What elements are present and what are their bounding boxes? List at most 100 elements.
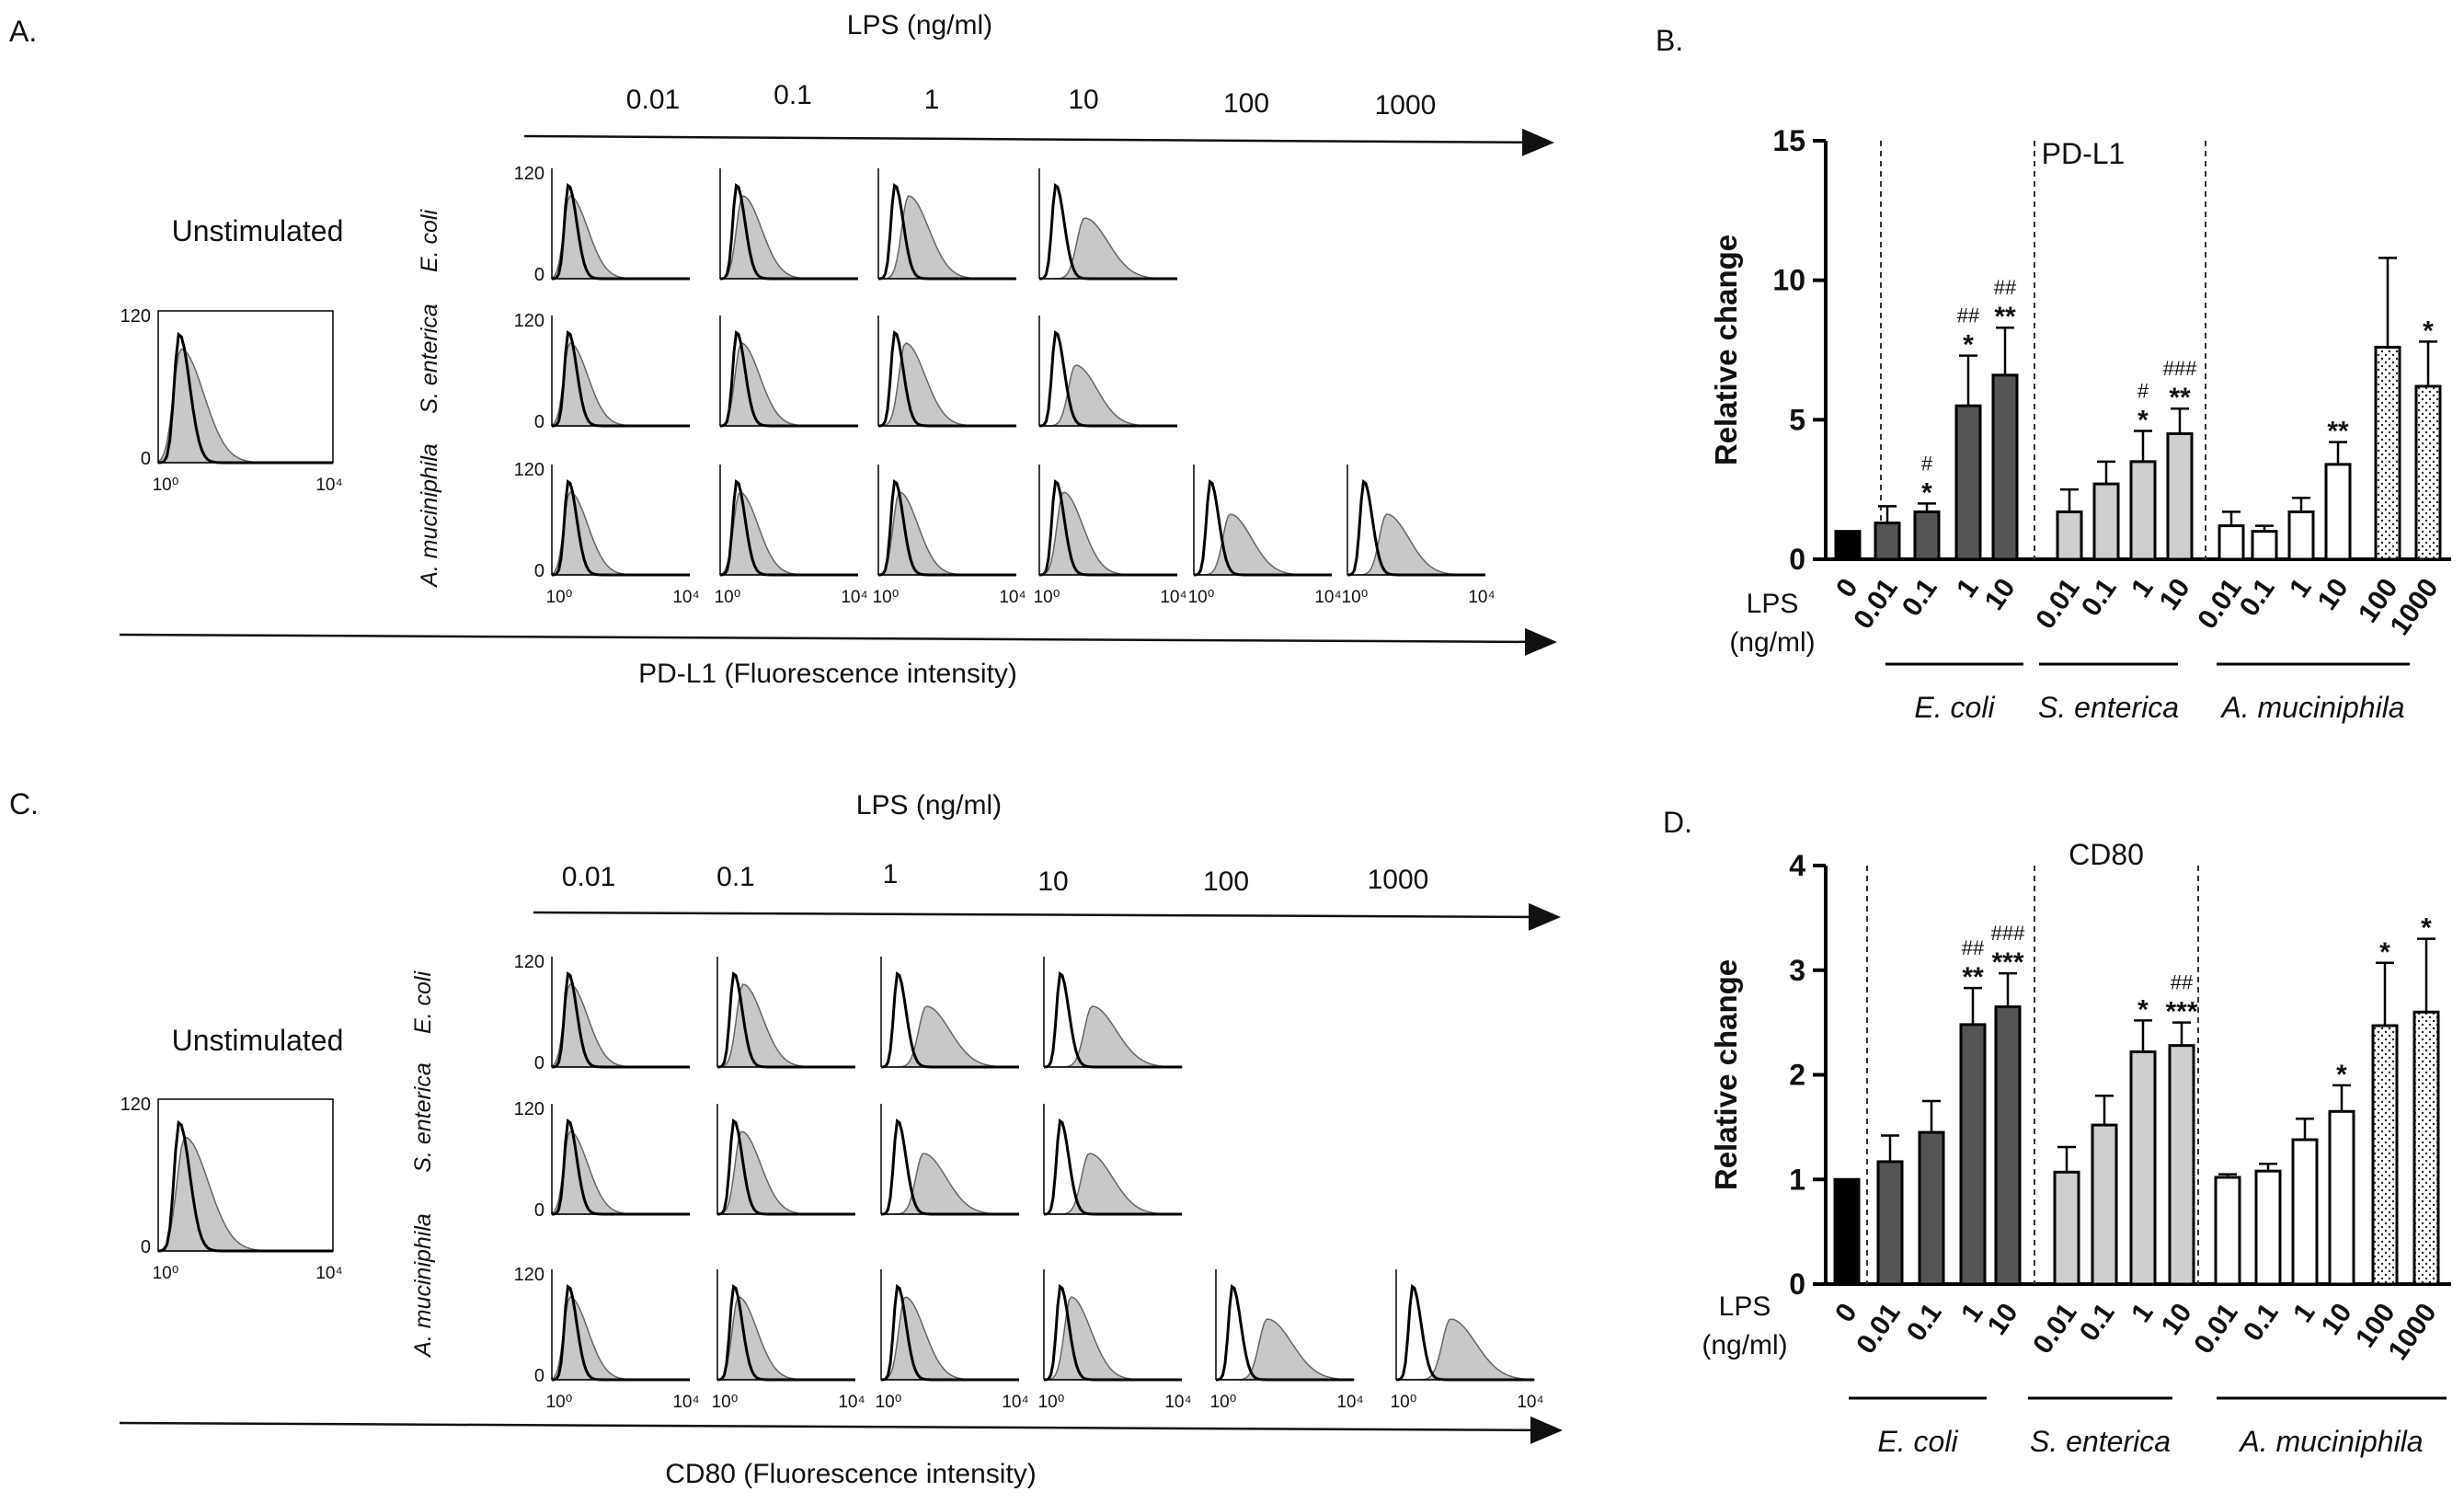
stimulated-histogram-fill [1044, 1153, 1182, 1215]
stimulated-histogram-fill [1039, 364, 1177, 427]
histogram-y-tick-top: 120 [514, 1099, 544, 1119]
c-lps-title: LPS (ng/ml) [856, 790, 1002, 820]
c-conc-0: 0.01 [562, 862, 615, 892]
bar [2412, 1010, 2440, 1286]
chart-title: CD80 [2069, 838, 2144, 871]
bar [1834, 530, 1862, 561]
histogram-c-r2c3: 10⁰ 10⁴ [1038, 1269, 1192, 1412]
histogram-c-r0c3 [1043, 957, 1183, 1069]
histogram-a-r2c3: 10⁰ 10⁴ [1034, 465, 1187, 607]
bar [2374, 345, 2401, 561]
a-conc-0: 0.01 [626, 85, 680, 115]
histogram-x-tick-right: 10⁴ [672, 1393, 699, 1412]
histogram-frame [157, 310, 334, 464]
c-species-senterica: S. enterica [410, 1062, 436, 1173]
histogram-c-r1c2 [880, 1104, 1019, 1216]
stimulated-histogram-fill [1044, 1005, 1183, 1068]
histogram-a-r1c3 [1038, 316, 1177, 428]
category-label: 0.1 [2234, 573, 2281, 622]
stimulated-histogram-fill [1216, 1318, 1355, 1381]
stimulated-histogram-fill [877, 491, 1016, 576]
a-species-ecoli: E. coli [417, 209, 442, 273]
y-tick-label: 3 [1789, 954, 1805, 987]
bar [2251, 530, 2278, 561]
histogram-c-r1c3 [1043, 1104, 1182, 1216]
panel-label-d: D. [1663, 806, 1692, 839]
c-fluorescence-arrow [119, 1416, 1563, 1444]
c-species-ecoli: E. coli [410, 970, 436, 1035]
significance-hashes: ### [2163, 357, 2197, 380]
bar [1994, 1005, 2022, 1286]
histogram-x-tick-left: 10⁰ [715, 588, 741, 607]
bar [1954, 404, 1982, 561]
histogram-x-tick-left: 10⁰ [1342, 588, 1369, 607]
a-lps-title: LPS (ng/ml) [847, 10, 992, 40]
category-label: 0.1 [2076, 573, 2123, 622]
histogram-x-tick-left: 10⁰ [153, 476, 179, 495]
stimulated-histogram-fill [880, 1296, 1019, 1381]
c-species-amuciniphila: A. muciniphila [410, 1213, 436, 1359]
significance-stars: * [1921, 477, 1932, 508]
stimulated-histogram-fill [551, 1296, 690, 1381]
a-conc-4: 100 [1223, 88, 1269, 119]
group-label: A. muciniphila [2219, 691, 2404, 724]
bar [2056, 510, 2083, 561]
category-label: 1 [2126, 1298, 2160, 1328]
histogram-y-tick-bottom: 0 [141, 1237, 151, 1257]
histogram-x-tick-left: 10⁰ [876, 1393, 902, 1412]
histogram-c-r2c1: 10⁰ 10⁴ [712, 1269, 865, 1412]
histogram-c-r2c5: 10⁰ 10⁴ [1391, 1269, 1544, 1412]
histogram-x-tick-right: 10⁴ [1517, 1393, 1543, 1412]
bar [2214, 1176, 2241, 1286]
histogram-x-tick-right: 10⁴ [1164, 1393, 1191, 1412]
bar [1918, 1130, 1945, 1286]
histogram-x-tick-left: 10⁰ [1391, 1393, 1417, 1412]
a-conc-3: 10 [1068, 85, 1098, 115]
category-label: 10 [1982, 1298, 2024, 1340]
y-tick-label: 4 [1789, 849, 1805, 882]
significance-hashes: ## [1994, 276, 2017, 299]
stimulated-histogram-fill [719, 342, 858, 427]
bar [2092, 482, 2120, 561]
histogram-x-tick-right: 10⁴ [1160, 588, 1186, 607]
stimulated-histogram-fill [157, 348, 333, 464]
a-species-senterica: S. enterica [417, 304, 442, 414]
panel-label-c: C. [9, 787, 39, 820]
stimulated-histogram-fill [551, 195, 690, 280]
significance-stars: * [2336, 1060, 2347, 1090]
significance-stars: ** [1962, 962, 1984, 992]
histogram-x-tick-left: 10⁰ [1188, 588, 1215, 607]
group-label: A. muciniphila [2238, 1425, 2423, 1458]
category-label: 0 [1829, 1298, 1863, 1328]
histogram-a-r2c1: 10⁰ 10⁴ [715, 465, 868, 607]
panel-label-a: A. [9, 15, 37, 48]
histogram-c-r0c0: 120 0 [514, 952, 690, 1073]
bar [1959, 1023, 1987, 1286]
bar [2287, 510, 2315, 561]
a-fluorescence-arrow [119, 627, 1557, 656]
bar [2254, 1169, 2282, 1286]
bar [2129, 460, 2157, 561]
histogram-x-tick-left: 10⁰ [1210, 1393, 1237, 1412]
histogram-a-r2c2: 10⁰ 10⁴ [873, 465, 1026, 607]
histogram-x-tick-right: 10⁴ [1468, 588, 1495, 607]
stimulated-histogram-fill [716, 1130, 855, 1215]
lps-label: LPS [1747, 589, 1799, 619]
c-conc-2: 1 [883, 859, 899, 889]
histogram-x-tick-left: 10⁰ [712, 1393, 739, 1412]
a-conc-5: 1000 [1375, 90, 1437, 120]
a-lps-arrow [523, 128, 1554, 156]
stimulated-histogram-fill [719, 491, 858, 576]
y-tick-label: 10 [1772, 264, 1805, 297]
c-conc-1: 0.1 [716, 862, 755, 892]
category-label: 0.01 [2188, 1298, 2244, 1360]
significance-stars: ** [1994, 302, 2016, 332]
histogram-a-r0c1 [719, 168, 858, 281]
histogram-y-tick-bottom: 0 [141, 449, 151, 469]
bar [2291, 1138, 2319, 1286]
